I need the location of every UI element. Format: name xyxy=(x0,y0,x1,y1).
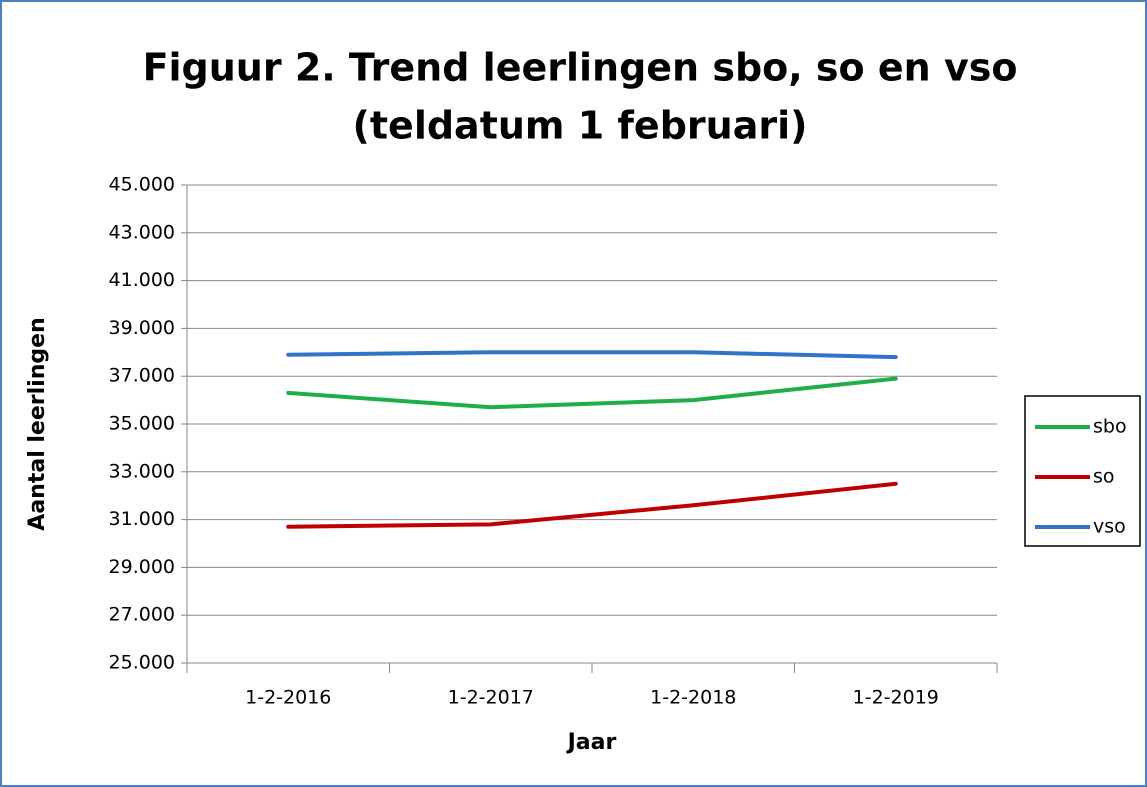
y-tick-label: 27.000 xyxy=(109,604,175,626)
x-tick-label: 1-2-2018 xyxy=(650,687,736,709)
y-tick-label: 31.000 xyxy=(109,508,175,530)
y-tick-label: 29.000 xyxy=(109,556,175,578)
y-tick-label: 45.000 xyxy=(109,174,175,196)
chart-title: (teldatum 1 februari) xyxy=(353,104,808,148)
x-tick-label: 1-2-2017 xyxy=(448,687,534,709)
y-tick-label: 35.000 xyxy=(109,413,175,435)
y-tick-label: 33.000 xyxy=(109,460,175,482)
x-axis-label: Jaar xyxy=(566,730,617,755)
y-tick-label: 37.000 xyxy=(109,365,175,387)
legend-box xyxy=(1024,395,1141,547)
line-series xyxy=(286,376,898,410)
y-tick-label: 43.000 xyxy=(109,221,175,243)
chart-title: Figuur 2. Trend leerlingen sbo, so en vs… xyxy=(143,46,1018,90)
y-axis-label: Aantal leerlingen xyxy=(25,317,50,530)
y-tick-label: 25.000 xyxy=(109,652,175,674)
line-series xyxy=(286,350,898,360)
x-tick-label: 1-2-2016 xyxy=(245,687,331,709)
legend-label: sbo xyxy=(1093,416,1127,438)
y-tick-label: 39.000 xyxy=(109,317,175,339)
legend-label: so xyxy=(1093,466,1115,488)
legend-label: vso xyxy=(1093,516,1126,538)
line-series xyxy=(286,481,898,529)
x-tick-label: 1-2-2019 xyxy=(853,687,939,709)
y-tick-label: 41.000 xyxy=(109,269,175,291)
